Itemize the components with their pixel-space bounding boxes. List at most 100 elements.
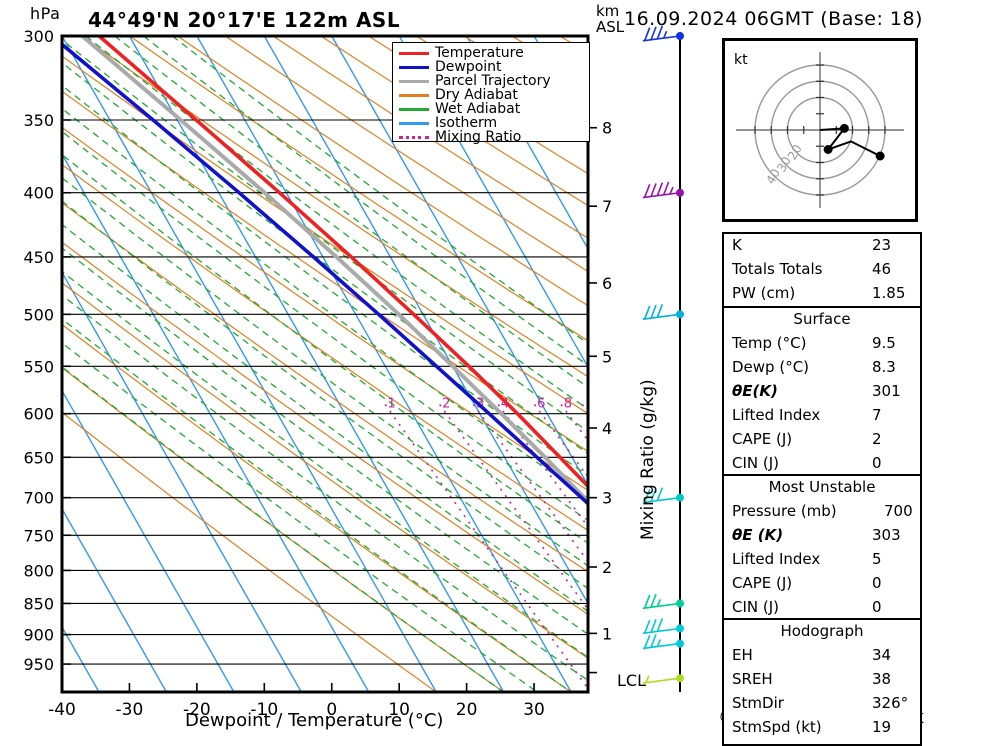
surface-row-dewp: Dewp (°C) 8.3	[724, 358, 920, 382]
hodograph-stats-row-stmspd: StmSpd (kt) 19	[724, 718, 920, 742]
x-axis-label: Dewpoint / Temperature (°C)	[185, 710, 444, 731]
legend-swatch-dry-adiabat	[399, 94, 429, 97]
most-unstable-row-pressure: Pressure (mb) 700	[724, 502, 920, 526]
surface-value-dewp: 8.3	[872, 358, 896, 376]
svg-text:2: 2	[442, 397, 450, 412]
svg-text:20: 20	[785, 142, 805, 162]
svg-text:650: 650	[23, 448, 54, 467]
most-unstable-key-cin: CIN (J)	[732, 598, 780, 616]
most-unstable-title-row: Most Unstable	[724, 478, 920, 502]
surface-key-dewp: Dewp (°C)	[732, 358, 810, 376]
skewt-diagram[interactable]: 1 2 3 4 6 8 300 350 400 450 500 550 600 650 700 750 800 8…	[0, 0, 700, 733]
indices-value-totals-totals: 46	[872, 260, 892, 278]
svg-text:kt: kt	[734, 52, 748, 68]
indices-row-pw: PW (cm) 1.85	[724, 284, 920, 308]
hodograph-stats-value-stmspd: 19	[872, 718, 892, 736]
hodograph-stats-value-eh: 34	[872, 646, 892, 664]
most-unstable-row-cin: CIN (J) 0	[724, 598, 920, 622]
surface-value-theta-e: 301	[872, 382, 901, 400]
surface-value-cin: 0	[872, 454, 882, 472]
hodograph-stats-row-eh: EH 34	[724, 646, 920, 670]
surface-title-row: Surface	[724, 310, 920, 334]
surface-row-lifted-index: Lifted Index 7	[724, 406, 920, 430]
hodograph-stats-panel: Hodograph EH 34 SREH 38 StmDir 326° StmS…	[722, 618, 922, 746]
hodograph-stats-value-sreh: 38	[872, 670, 892, 688]
svg-text:400: 400	[23, 184, 54, 203]
indices-value-pw: 1.85	[872, 284, 906, 302]
legend-item-mixing-ratio: Mixing Ratio	[393, 129, 589, 145]
most-unstable-value-cape: 0	[872, 574, 882, 592]
pressure-unit-label: hPa	[30, 4, 61, 23]
hodograph-stats-row-stmdir: StmDir 326°	[724, 694, 920, 718]
svg-text:8: 8	[602, 119, 612, 138]
legend-item-wet-adiabat: Wet Adiabat	[393, 101, 589, 117]
indices-row-totals-totals: Totals Totals 46	[724, 260, 920, 284]
surface-row-temp: Temp (°C) 9.5	[724, 334, 920, 358]
hodograph-stats-key-sreh: SREH	[732, 670, 773, 688]
legend-item-parcel-trajectory: Parcel Trajectory	[393, 73, 589, 89]
svg-text:20: 20	[456, 700, 478, 720]
most-unstable-panel: Most Unstable Pressure (mb) 700 θE (K) 3…	[722, 474, 922, 624]
most-unstable-value-cin: 0	[872, 598, 882, 616]
hodograph-stats-title-row: Hodograph	[724, 622, 920, 646]
indices-key-totals-totals: Totals Totals	[732, 260, 823, 278]
lcl-label: LCL	[617, 671, 646, 690]
svg-text:-40: -40	[48, 700, 76, 720]
svg-text:750: 750	[23, 526, 54, 545]
legend-swatch-dewpoint	[399, 66, 429, 69]
svg-text:450: 450	[23, 248, 54, 267]
surface-key-theta-e: θE(K)	[732, 382, 778, 400]
svg-text:900: 900	[23, 626, 54, 645]
legend-label-parcel-trajectory: Parcel Trajectory	[435, 73, 551, 89]
surface-row-theta-e: θE(K) 301	[724, 382, 920, 406]
surface-row-cape: CAPE (J) 2	[724, 430, 920, 454]
svg-text:4: 4	[501, 397, 509, 412]
mixing-ratio-axis-label: Mixing Ratio (g/kg)	[638, 379, 658, 540]
legend-item-temperature: Temperature	[393, 45, 589, 61]
indices-row-k: K 23	[724, 236, 920, 260]
legend-label-mixing-ratio: Mixing Ratio	[435, 129, 522, 145]
svg-text:800: 800	[23, 561, 54, 580]
legend-label-dewpoint: Dewpoint	[435, 59, 502, 75]
most-unstable-value-pressure: 700	[884, 502, 913, 520]
svg-text:5: 5	[602, 347, 612, 366]
legend-swatch-wet-adiabat	[399, 108, 429, 111]
svg-text:350: 350	[23, 111, 54, 130]
svg-text:-30: -30	[116, 700, 144, 720]
legend-label-dry-adiabat: Dry Adiabat	[435, 87, 518, 103]
hodograph-stats-row-sreh: SREH 38	[724, 670, 920, 694]
svg-text:10: 10	[388, 700, 410, 720]
most-unstable-key-lifted-index: Lifted Index	[732, 550, 821, 568]
svg-text:40: 40	[763, 166, 783, 186]
height-unit-label-km: km	[596, 2, 620, 20]
hodograph-stats-key-stmdir: StmDir	[732, 694, 784, 712]
most-unstable-key-cape: CAPE (J)	[732, 574, 793, 592]
svg-text:7: 7	[602, 197, 612, 216]
legend-item-dewpoint: Dewpoint	[393, 59, 589, 75]
surface-key-cape: CAPE (J)	[732, 430, 793, 448]
surface-value-temp: 9.5	[872, 334, 896, 352]
svg-text:8: 8	[564, 397, 572, 412]
most-unstable-row-cape: CAPE (J) 0	[724, 574, 920, 598]
most-unstable-row-theta-e: θE (K) 303	[724, 526, 920, 550]
legend-swatch-parcel-trajectory	[399, 80, 429, 83]
svg-text:1: 1	[602, 624, 612, 643]
svg-text:-10: -10	[250, 700, 278, 720]
svg-text:6: 6	[602, 274, 612, 293]
legend: Temperature Dewpoint Parcel Trajectory D…	[392, 42, 590, 145]
most-unstable-key-theta-e: θE (K)	[732, 526, 784, 544]
svg-text:500: 500	[23, 305, 54, 324]
surface-row-cin: CIN (J) 0	[724, 454, 920, 478]
most-unstable-row-lifted-index: Lifted Index 5	[724, 550, 920, 574]
indices-key-pw: PW (cm)	[732, 284, 796, 302]
height-unit-label-asl: ASL	[596, 18, 625, 36]
indices-value-k: 23	[872, 236, 892, 254]
datetime-title: 16.09.2024 06GMT (Base: 18)	[624, 8, 923, 30]
surface-value-cape: 2	[872, 430, 882, 448]
svg-text:550: 550	[23, 357, 54, 376]
legend-item-dry-adiabat: Dry Adiabat	[393, 87, 589, 103]
hodograph-panel[interactable]: 20 30 40 kt	[722, 38, 918, 222]
legend-label-temperature: Temperature	[435, 45, 524, 61]
svg-text:-20: -20	[183, 700, 211, 720]
hodograph-stats-title: Hodograph	[780, 622, 864, 640]
